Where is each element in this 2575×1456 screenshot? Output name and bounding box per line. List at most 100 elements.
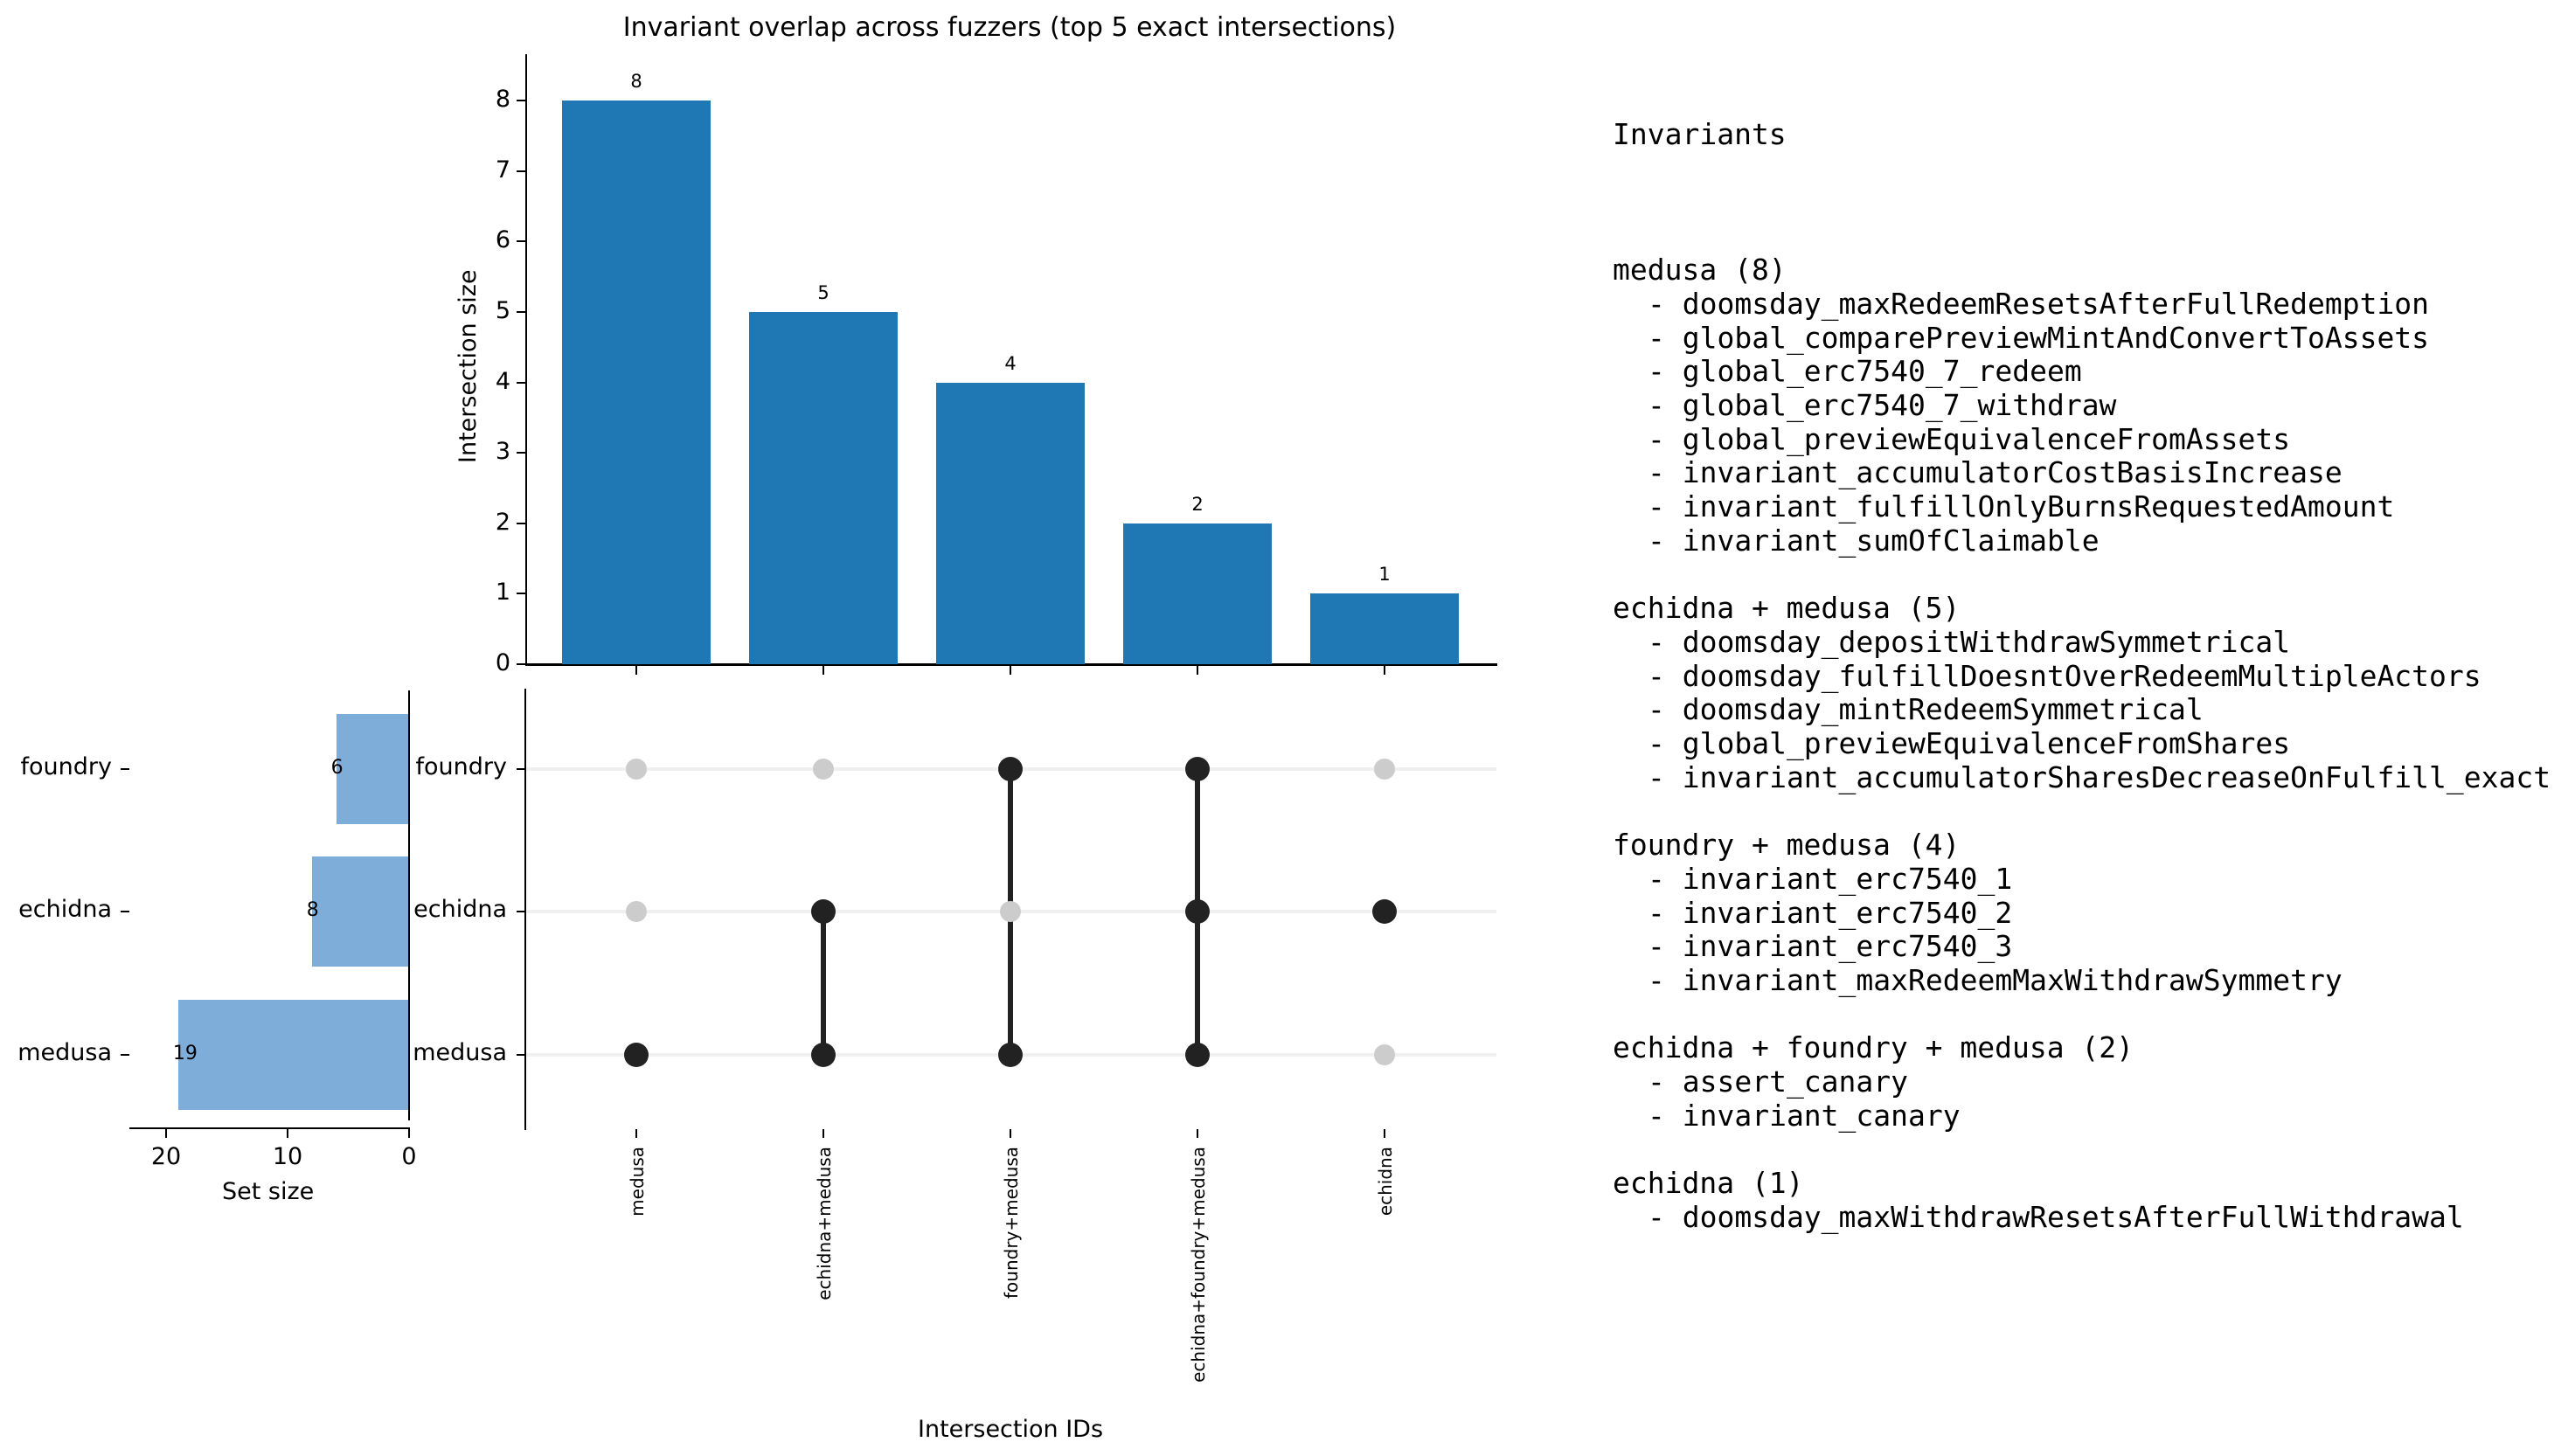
matrix-dot-active [1185, 1043, 1210, 1067]
group-header: echidna (1) [1613, 1166, 1804, 1201]
x-tick [822, 666, 824, 675]
intersection-bar [562, 101, 711, 664]
invariant-item: - doomsday_maxWithdrawResetsAfterFullWit… [1648, 1199, 2464, 1234]
set-size-xtick-label: 0 [401, 1143, 417, 1170]
invariant-item: - invariant_erc7540_1 [1648, 861, 2013, 896]
matrix-dot-active [811, 899, 836, 924]
x-tick [822, 1129, 824, 1138]
invariant-item: - invariant_accumulatorCostBasisIncrease [1648, 455, 2342, 490]
group-header: echidna + medusa (5) [1613, 591, 1961, 626]
x-tick [1010, 666, 1011, 675]
x-tick-label: foundry+medusa [1001, 1147, 1022, 1299]
invariants-heading: Invariants [1613, 117, 1787, 152]
spacer [1613, 558, 2551, 593]
bar-value-label: 1 [1378, 564, 1391, 586]
matrix-row-tick [517, 911, 525, 912]
y-axis-spine [525, 54, 527, 666]
spacer [1613, 220, 2551, 254]
set-size-xtick [287, 1129, 288, 1138]
y-tick-label: 4 [495, 367, 510, 395]
group-header: echidna + foundry + medusa (2) [1613, 1030, 2134, 1065]
x-tick [1197, 1129, 1198, 1138]
set-size-value: 8 [306, 899, 319, 921]
x-tick-label: echidna [1375, 1147, 1396, 1217]
y-tick [517, 240, 525, 243]
invariants-text-panel: Invariants medusa (8) - doomsday_maxRedee… [1613, 51, 2551, 1268]
matrix-dot-active [998, 757, 1023, 781]
matrix-dot-active [811, 1043, 836, 1067]
matrix-left-spine [524, 689, 526, 1130]
invariant-item: - global_previewEquivalenceFromAssets [1648, 421, 2291, 456]
set-size-xtick-label: 10 [272, 1143, 303, 1170]
y-tick [517, 381, 525, 384]
set-size-xtick [408, 1129, 410, 1138]
y-tick [517, 100, 525, 102]
x-tick-label: echidna+foundry+medusa [1188, 1147, 1209, 1383]
y-tick [517, 522, 525, 524]
invariant-item: - global_erc7540_7_redeem [1648, 354, 2082, 389]
matrix-dot-active [998, 1043, 1023, 1067]
invariant-item: - global_comparePreviewMintAndConvertToA… [1648, 320, 2430, 355]
intersection-bar [1123, 523, 1272, 664]
x-axis-label: Intersection IDs [918, 1416, 1104, 1443]
set-size-bar [177, 1000, 409, 1110]
matrix-dot-active [1185, 757, 1210, 781]
invariant-item: - doomsday_fulfillDoesntOverRedeemMultip… [1648, 658, 2481, 693]
invariant-item: - doomsday_depositWithdrawSymmetrical [1648, 624, 2291, 659]
set-size-x-axis [129, 1127, 410, 1129]
set-size-zero-spine [408, 690, 410, 1120]
invariant-item: - global_previewEquivalenceFromShares [1648, 726, 2291, 761]
x-tick-label: echidna+medusa [814, 1147, 835, 1300]
y-tick [517, 170, 525, 172]
intersection-bar [749, 312, 898, 664]
set-size-xtick-label: 20 [150, 1143, 182, 1170]
set-name-label: foundry [20, 753, 112, 780]
invariant-item: - global_erc7540_7_withdraw [1648, 388, 2117, 423]
bar-value-label: 4 [1004, 352, 1017, 374]
spacer [1613, 1133, 2551, 1167]
matrix-dot-active [1185, 899, 1210, 924]
set-tick [121, 1054, 129, 1056]
x-tick [635, 1129, 637, 1138]
matrix-row-label: foundry [415, 753, 507, 780]
invariant-item: - invariant_fulfillOnlyBurnsRequestedAmo… [1648, 489, 2395, 524]
membership-matrix: medusa echidna+medusa foundry+medusa echidn… [517, 689, 1496, 1443]
set-size-bar [311, 856, 409, 967]
y-tick-label: 8 [495, 86, 510, 114]
y-tick-label: 6 [495, 226, 510, 254]
x-tick [1384, 666, 1385, 675]
x-tick [1197, 666, 1198, 675]
intersection-bar [1310, 593, 1459, 664]
y-tick [517, 311, 525, 313]
set-tick [121, 911, 129, 912]
invariant-item: - invariant_maxRedeemMaxWithdrawSymmetry [1648, 962, 2342, 997]
matrix-dot-inactive [1374, 759, 1395, 780]
y-tick [517, 452, 525, 454]
matrix-dot-inactive [1374, 1044, 1395, 1065]
matrix-dot-inactive [626, 901, 647, 922]
spacer [1613, 998, 2551, 1032]
bar-value-label: 8 [630, 71, 642, 93]
x-axis-spine [525, 663, 1497, 666]
group-header: medusa (8) [1613, 253, 1787, 288]
invariant-item: - invariant_erc7540_2 [1648, 895, 2013, 930]
invariant-item: - invariant_accumulatorSharesDecreaseOnF… [1648, 759, 2551, 794]
matrix-row-tick [517, 1054, 525, 1056]
matrix-row-tick [517, 768, 525, 770]
spacer [1613, 794, 2551, 829]
invariant-item: - doomsday_maxRedeemResetsAfterFullRedem… [1648, 286, 2430, 321]
matrix-row-label: echidna [413, 896, 507, 923]
y-tick-label: 3 [495, 438, 510, 466]
matrix-dot-inactive [813, 759, 834, 780]
group-header: foundry + medusa (4) [1613, 828, 1961, 863]
matrix-dot-inactive [626, 759, 647, 780]
matrix-connector [821, 912, 826, 1055]
matrix-dot-active [624, 1043, 649, 1067]
matrix-dot-inactive [1000, 901, 1021, 922]
y-tick-label: 0 [495, 649, 510, 676]
x-tick [1010, 1129, 1011, 1138]
set-size-value: 19 [172, 1043, 198, 1064]
set-tick [121, 768, 129, 770]
set-size-chart: 6 foundry foundry 8 echidna echidna 19 medusa me… [0, 682, 524, 1224]
